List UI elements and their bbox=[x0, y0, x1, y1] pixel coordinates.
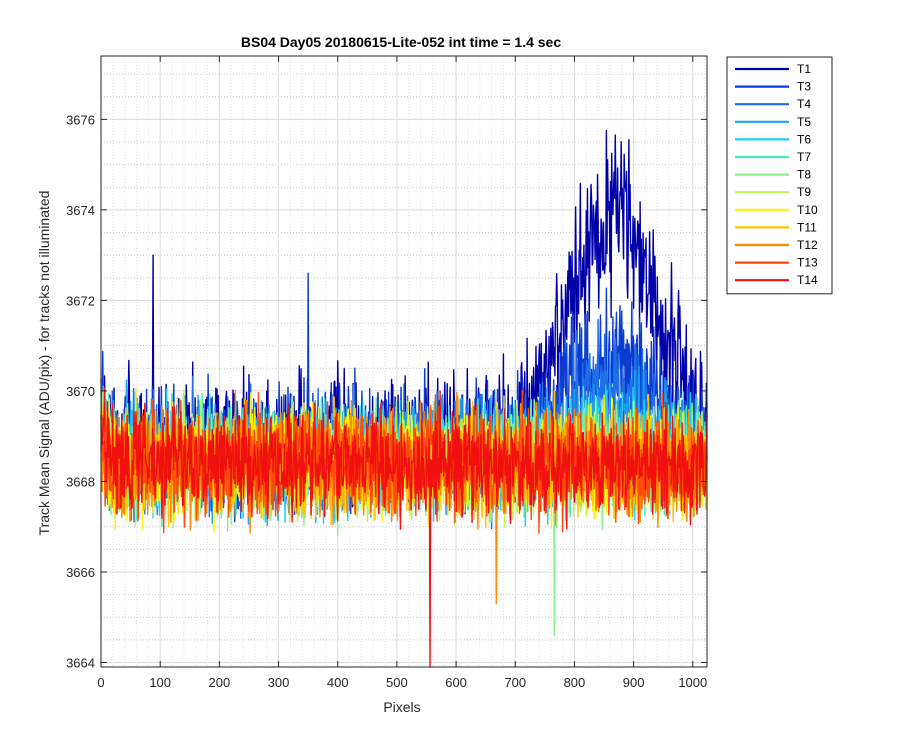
legend-label-t4: T4 bbox=[797, 97, 811, 111]
x-tick-label: 400 bbox=[327, 675, 349, 690]
x-axis-label: Pixels bbox=[383, 699, 420, 715]
y-tick-label: 3668 bbox=[66, 474, 95, 489]
legend-label-t5: T5 bbox=[797, 115, 811, 129]
legend-label-t12: T12 bbox=[797, 238, 818, 252]
axes-box bbox=[100, 55, 708, 668]
y-tick-label: 3666 bbox=[66, 565, 95, 580]
series-line-t14 bbox=[100, 387, 708, 668]
x-tick-label: 700 bbox=[504, 675, 526, 690]
legend-label-t13: T13 bbox=[797, 256, 818, 270]
x-tick-label: 600 bbox=[445, 675, 467, 690]
legend-label-t9: T9 bbox=[797, 185, 811, 199]
legend-label-t1: T1 bbox=[797, 62, 811, 76]
y-tick-label: 3676 bbox=[66, 112, 95, 127]
y-tick-label: 3664 bbox=[66, 655, 95, 670]
legend-label-t6: T6 bbox=[797, 132, 811, 146]
x-tick-label: 0 bbox=[97, 675, 104, 690]
y-tick-label: 3674 bbox=[66, 203, 95, 218]
x-tick-label: 300 bbox=[268, 675, 290, 690]
x-tick-label: 200 bbox=[209, 675, 231, 690]
x-tick-label: 900 bbox=[623, 675, 645, 690]
y-tick-label: 3672 bbox=[66, 293, 95, 308]
legend-label-t11: T11 bbox=[797, 220, 817, 234]
x-tick-label: 800 bbox=[564, 675, 586, 690]
legend-label-t14: T14 bbox=[797, 273, 818, 287]
legend-label-t7: T7 bbox=[797, 150, 811, 164]
x-tick-label: 500 bbox=[386, 675, 408, 690]
legend-label-t3: T3 bbox=[797, 80, 811, 94]
x-tick-label: 100 bbox=[149, 675, 171, 690]
legend-label-t8: T8 bbox=[797, 168, 811, 182]
y-axis-label: Track Mean Signal (ADU/pix) - for tracks… bbox=[36, 191, 52, 536]
plot-area: 0 100 200 300 400 500 600 700 800 900 1000 3664 3666… bbox=[66, 55, 708, 690]
x-tick-label: 1000 bbox=[678, 675, 707, 690]
legend: T1 T3 T4 T5 T6 T7 T8 T9 T10 T11 T12 T13 T14 bbox=[726, 56, 833, 295]
legend-label-t10: T10 bbox=[797, 203, 818, 217]
series-line-t13 bbox=[100, 378, 708, 534]
y-tick-label: 3670 bbox=[66, 384, 95, 399]
chart-title: BS04 Day05 20180615-Lite-052 int time = … bbox=[241, 34, 561, 50]
